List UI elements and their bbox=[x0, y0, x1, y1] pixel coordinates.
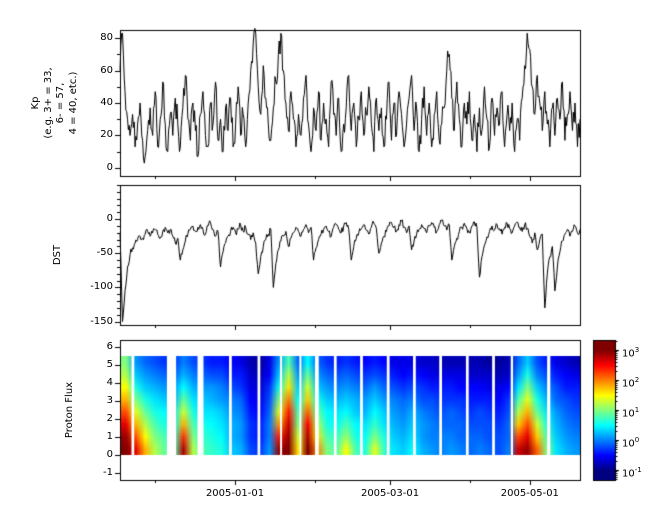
colorbar-tick-label: 103 bbox=[622, 345, 640, 360]
proton-flux-ytick-label: 0 bbox=[106, 448, 113, 460]
proton-flux-ytick-label: 1 bbox=[106, 430, 113, 442]
colorbar-tick-label: 100 bbox=[622, 436, 640, 450]
kp-ytick-label: 20 bbox=[100, 129, 113, 141]
dst-ytick-label: -50 bbox=[96, 247, 113, 259]
x-tick-label: 2005-05-01 bbox=[500, 488, 559, 499]
proton-flux-ytick-label: -1 bbox=[103, 466, 113, 478]
proton-flux-ytick-label: 5 bbox=[106, 359, 113, 371]
colorbar-tick-label: 101 bbox=[622, 406, 640, 420]
dst-y-axis-label: DST bbox=[51, 244, 63, 266]
colorbar-tick-label: 102 bbox=[622, 375, 640, 390]
colorbar-tick-label: 10-1 bbox=[622, 466, 642, 480]
proton-flux-ytick-label: 3 bbox=[106, 395, 113, 407]
kp-ytick-label: 80 bbox=[100, 32, 113, 44]
x-tick-label: 2005-03-01 bbox=[360, 488, 420, 499]
dst-ytick-label: -150 bbox=[90, 315, 113, 327]
kp-ytick-label: 40 bbox=[100, 97, 113, 108]
dst-ytick-label: -100 bbox=[90, 281, 113, 293]
proton-flux-ytick-label: 6 bbox=[106, 341, 113, 353]
proton-flux-ytick-label: 2 bbox=[106, 412, 113, 424]
proton-flux-ytick-label: 4 bbox=[106, 377, 113, 389]
x-tick-label: 2005-01-01 bbox=[205, 488, 265, 499]
dst-ytick-label: 0 bbox=[106, 213, 113, 225]
kp-ytick-label: 60 bbox=[100, 64, 113, 76]
kp-ytick-label: 0 bbox=[106, 161, 113, 173]
